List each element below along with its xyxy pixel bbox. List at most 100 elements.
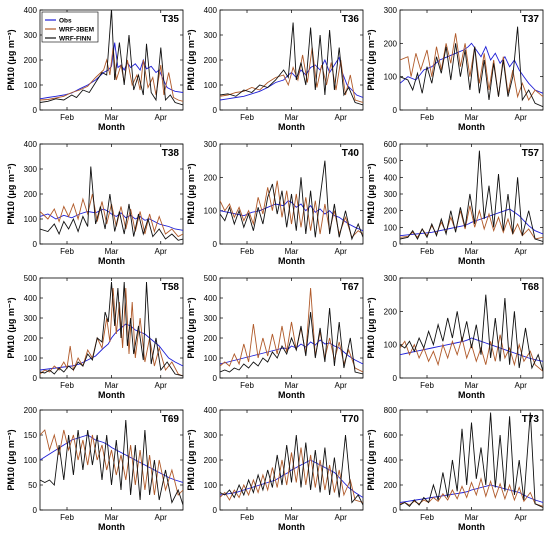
x-tick-label: Apr (515, 513, 528, 522)
series-line-wrffinn (400, 26, 543, 108)
x-tick-label: Apr (335, 247, 348, 256)
panel-title: T70 (342, 414, 360, 425)
y-tick-label: 200 (204, 334, 218, 343)
panel-title: T67 (342, 282, 360, 293)
series-line-wrffinn (220, 307, 363, 375)
x-tick-label: Feb (420, 513, 434, 522)
panel-t57: 0 100 200 300 400 500 600 Feb Mar Apr T57 Month PM10… (366, 140, 544, 266)
x-tick-label: Apr (515, 381, 528, 390)
x-tick-label: Apr (155, 247, 168, 256)
y-tick-label: 0 (33, 506, 38, 515)
y-axis-label: PM10 (μg m⁻³) (366, 429, 376, 490)
x-tick-label: Apr (515, 247, 528, 256)
y-tick-label: 400 (384, 173, 398, 182)
series-line-obs (400, 42, 543, 94)
y-tick-label: 100 (384, 223, 398, 232)
series-line-wrffinn (40, 166, 183, 241)
y-tick-label: 0 (33, 240, 38, 249)
y-axis-label: PM10 (μg m⁻³) (186, 429, 196, 490)
x-tick-label: Feb (240, 113, 254, 122)
y-tick-label: 500 (24, 274, 38, 283)
series-line-wrffinn (400, 412, 543, 508)
y-tick-label: 200 (384, 307, 398, 316)
y-axis-label: PM10 (μg m⁻³) (6, 297, 16, 358)
y-tick-label: 400 (24, 294, 38, 303)
y-tick-label: 300 (384, 274, 398, 283)
x-tick-label: Apr (515, 113, 528, 122)
y-tick-label: 400 (204, 6, 218, 15)
x-tick-label: Mar (465, 381, 479, 390)
x-axis-label: Month (98, 390, 125, 400)
series-line-wrffinn (40, 419, 183, 506)
panel-title: T37 (522, 14, 540, 25)
y-axis-label: PM10 (μg m⁻³) (186, 163, 196, 224)
x-tick-label: Mar (105, 513, 119, 522)
x-axis-label: Month (98, 522, 125, 532)
y-tick-label: 0 (213, 240, 218, 249)
panel-title: T57 (522, 148, 540, 159)
x-tick-label: Feb (420, 381, 434, 390)
plot-area (399, 277, 544, 379)
panel-t70: 0 100 200 300 400 Feb Mar Apr T70 Month PM10 (μg m… (186, 406, 364, 532)
x-tick-label: Mar (105, 113, 119, 122)
y-tick-label: 0 (393, 374, 398, 383)
x-tick-label: Feb (420, 247, 434, 256)
y-tick-label: 100 (24, 354, 38, 363)
legend: Obs WRF-3BEM WRF-FINN (41, 11, 99, 43)
legend-entry: WRF-FINN (59, 36, 91, 43)
y-tick-label: 400 (204, 406, 218, 415)
x-tick-label: Apr (155, 113, 168, 122)
x-tick-label: Apr (155, 381, 168, 390)
panel-title: T36 (342, 14, 360, 25)
x-tick-label: Mar (285, 247, 299, 256)
y-tick-label: 200 (24, 406, 38, 415)
series-line-wrf3bem (400, 477, 543, 507)
y-axis-label: PM10 (μg m⁻³) (6, 429, 16, 490)
y-tick-label: 100 (204, 81, 218, 90)
panel-t73: 0 200 400 600 800 Feb Mar Apr T73 Month PM10 (μg m… (366, 406, 544, 532)
y-tick-label: 0 (393, 506, 398, 515)
panel-t37: 0 100 200 300 Feb Mar Apr T37 Month PM10 (μg m⁻³) (366, 6, 544, 132)
x-tick-label: Mar (105, 381, 119, 390)
y-tick-label: 600 (384, 431, 398, 440)
x-tick-label: Feb (60, 247, 74, 256)
legend-entry: WRF-3BEM (59, 27, 94, 34)
x-axis-label: Month (458, 256, 485, 266)
y-tick-label: 300 (384, 190, 398, 199)
y-tick-label: 200 (384, 207, 398, 216)
x-tick-label: Mar (285, 381, 299, 390)
y-tick-label: 150 (24, 431, 38, 440)
panel-title: T38 (162, 148, 180, 159)
y-tick-label: 200 (24, 56, 38, 65)
y-tick-label: 100 (24, 456, 38, 465)
x-tick-label: Mar (465, 247, 479, 256)
x-tick-label: Feb (240, 513, 254, 522)
plot-area (39, 277, 184, 379)
y-tick-label: 0 (213, 374, 218, 383)
x-tick-label: Feb (60, 381, 74, 390)
y-tick-label: 300 (24, 31, 38, 40)
x-tick-label: Apr (335, 513, 348, 522)
y-tick-label: 500 (204, 274, 218, 283)
y-tick-label: 300 (204, 31, 218, 40)
y-tick-label: 0 (33, 374, 38, 383)
y-tick-label: 800 (384, 406, 398, 415)
series-line-wrf3bem (220, 447, 363, 503)
y-axis-label: PM10 (μg m⁻³) (6, 29, 16, 90)
panel-title: T35 (162, 14, 180, 25)
series-line-obs (40, 208, 183, 231)
y-tick-label: 0 (393, 106, 398, 115)
x-axis-label: Month (458, 122, 485, 132)
y-tick-label: 50 (28, 481, 37, 490)
x-tick-label: Mar (465, 113, 479, 122)
panel-t67: 0 100 200 300 400 500 Feb Mar Apr T67 Month PM10 (μ… (186, 274, 364, 400)
y-axis-label: PM10 (μg m⁻³) (186, 297, 196, 358)
x-axis-label: Month (98, 122, 125, 132)
plot-area (219, 277, 364, 379)
series-line-wrf3bem (400, 205, 543, 240)
panel-t58: 0 100 200 300 400 500 Feb Mar Apr T58 Month PM10 (μ… (6, 274, 184, 400)
y-tick-label: 100 (204, 354, 218, 363)
y-tick-label: 0 (393, 240, 398, 249)
y-tick-label: 300 (204, 431, 218, 440)
